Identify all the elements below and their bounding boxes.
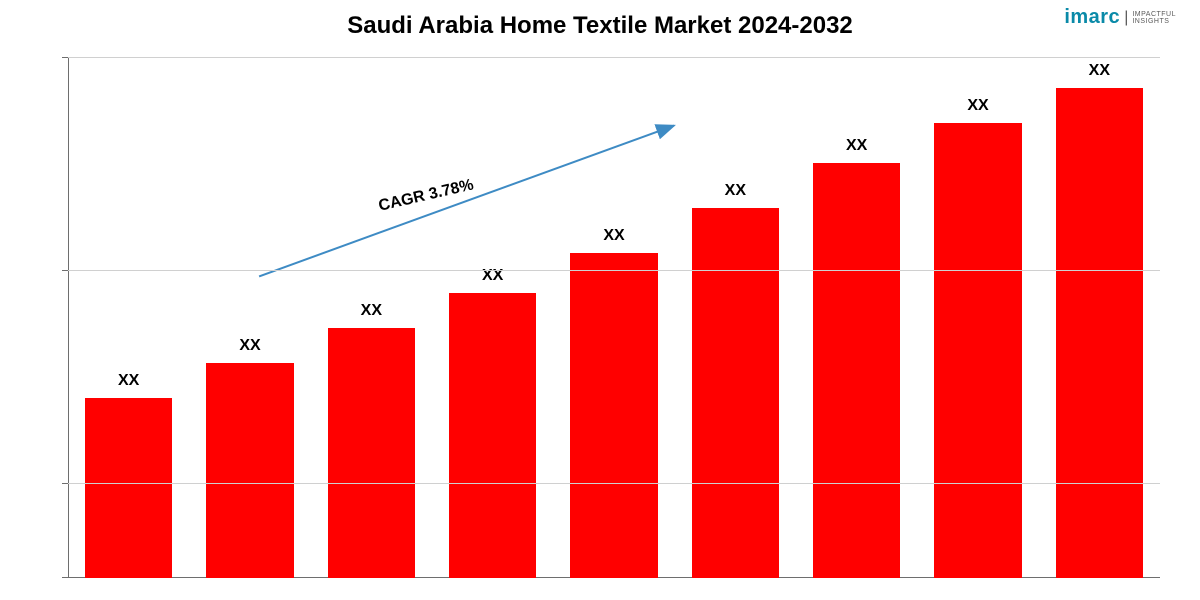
gridline [68,483,1160,484]
brand-logo: imarc | IMPACTFUL INSIGHTS [1064,6,1176,29]
cagr-arrow [68,58,1160,578]
logo-tagline-1: IMPACTFUL [1132,11,1176,18]
logo-brand-text: imarc [1064,6,1120,29]
chart-title: Saudi Arabia Home Textile Market 2024-20… [0,12,1200,40]
logo-divider: | [1124,9,1128,27]
y-tick [62,577,68,578]
y-tick [62,483,68,484]
y-tick [62,57,68,58]
logo-tagline-2: INSIGHTS [1132,18,1176,25]
y-tick [62,270,68,271]
gridline [68,270,1160,271]
gridline [68,57,1160,58]
chart-plot-area: XXXXXXXXXXXXXXXXXX CAGR 3.78% [68,58,1160,578]
